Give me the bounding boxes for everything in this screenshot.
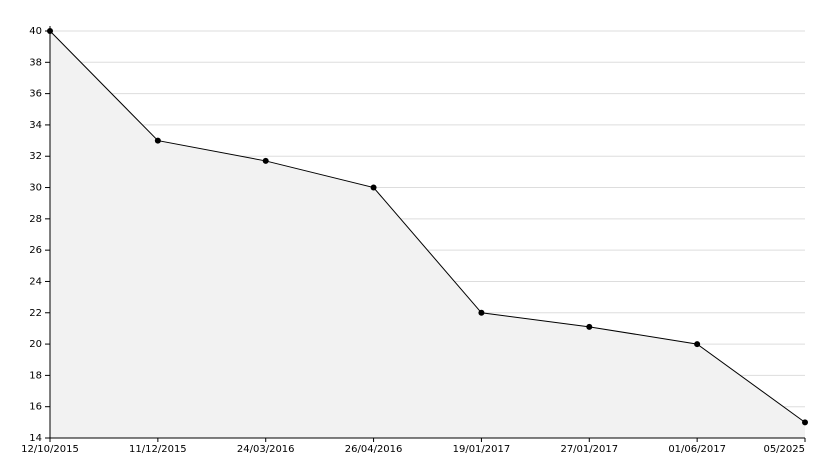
y-tick-label: 14 — [29, 433, 42, 444]
x-tick-label: 24/03/2016 — [237, 444, 295, 455]
y-tick-label: 16 — [29, 402, 42, 413]
x-tick-label: 19/01/2017 — [453, 444, 511, 455]
x-tick-label: 27/01/2017 — [560, 444, 618, 455]
y-tick-label: 34 — [29, 120, 42, 131]
y-tick-label: 40 — [29, 26, 42, 37]
marker — [262, 157, 269, 164]
y-tick-label: 22 — [29, 308, 42, 319]
y-tick-label: 18 — [29, 370, 42, 381]
y-tick-label: 30 — [29, 183, 42, 194]
x-tick-label: 12/10/2015 — [21, 444, 79, 455]
x-tick-label: 01/06/2017 — [668, 444, 726, 455]
line — [49, 30, 806, 423]
x-tick-label: 26/04/2016 — [345, 444, 403, 455]
marker — [802, 419, 808, 426]
y-tick-label: 26 — [29, 245, 42, 256]
x-tick-label: 11/12/2015 — [129, 444, 187, 455]
y-tick-label: 36 — [29, 89, 42, 100]
y-tick-label: 38 — [29, 57, 42, 68]
y-tick-label: 20 — [29, 339, 42, 350]
marker — [478, 309, 485, 316]
y-tick-label: 28 — [29, 214, 42, 225]
x-tick-label: 05/2025 — [763, 444, 805, 455]
y-tick-label: 24 — [29, 276, 42, 287]
marker — [154, 137, 161, 144]
y-tick-label: 32 — [29, 151, 42, 162]
area-fill — [50, 31, 805, 438]
marker — [370, 184, 377, 191]
marker — [694, 341, 701, 348]
marker — [586, 323, 593, 330]
